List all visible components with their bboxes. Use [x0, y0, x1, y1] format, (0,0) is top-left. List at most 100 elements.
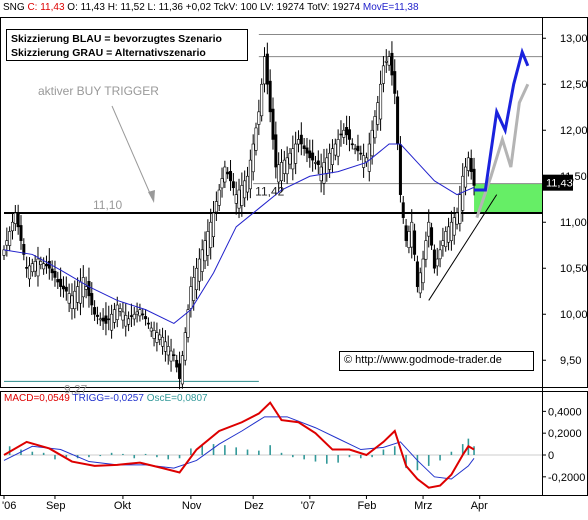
candle-body	[2, 249, 6, 256]
trigg-value: TRIGG=-0,0257	[72, 393, 144, 404]
candle-body	[195, 267, 199, 291]
candle-body	[350, 143, 354, 146]
candle-body	[279, 162, 283, 181]
candle-body	[146, 322, 150, 325]
candle-body	[260, 83, 264, 117]
candle-body	[42, 263, 46, 270]
candle-body	[212, 212, 216, 237]
legend-blue-scenario: Skizzierung BLAU = bevorzugtes Szenario	[11, 33, 222, 45]
candle-body	[299, 134, 303, 145]
candle-body	[347, 129, 351, 140]
candle-body	[271, 108, 275, 140]
candle-body	[84, 286, 88, 290]
macd-y-tick-label: -0,2000	[548, 472, 585, 484]
candle-body	[316, 160, 320, 166]
candle-body	[333, 143, 337, 156]
y-tick-label: 11,50	[560, 171, 587, 183]
candle-body	[427, 221, 431, 237]
x-tick-label: Okt	[114, 500, 131, 512]
candle-body	[118, 308, 122, 312]
osc-bar	[292, 455, 294, 458]
osc-bar	[212, 444, 215, 455]
osc-bar	[473, 446, 475, 455]
macd-value: MACD=0,0549	[4, 393, 70, 404]
osc-bar	[235, 447, 237, 455]
candle-body	[296, 139, 300, 145]
candle-body	[311, 152, 315, 161]
x-tick-label: Apr	[471, 500, 488, 512]
candle-body	[328, 152, 332, 170]
candle-body	[404, 225, 408, 241]
candle-body	[19, 225, 23, 241]
candle-body	[393, 71, 397, 94]
osc-bar	[122, 453, 124, 455]
candle-body	[33, 261, 37, 272]
osce-value: OscE=0,0807	[146, 393, 208, 404]
support-trendline	[428, 194, 498, 301]
candle-body	[449, 221, 453, 241]
candle-body	[189, 286, 193, 309]
osc-bar	[439, 455, 441, 461]
candle-body	[112, 309, 116, 323]
candle-body	[44, 263, 48, 267]
osc-bar	[314, 455, 317, 462]
candle-body	[268, 80, 272, 113]
osc-bar	[450, 451, 453, 455]
blue-scenario-line	[474, 47, 530, 192]
osc-bar	[190, 448, 192, 455]
candle-body	[175, 359, 179, 368]
candle-body	[243, 180, 247, 199]
candle-body	[53, 270, 57, 278]
osc-bar	[258, 450, 260, 455]
candle-body	[390, 52, 394, 76]
candle-body	[183, 332, 187, 361]
buy-trigger-label: aktiver BUY TRIGGER	[38, 84, 159, 98]
candle-body	[387, 56, 391, 66]
macd-header: MACD=0,0549 TRIGG=-0,0257 OscE=0,0807	[4, 393, 208, 404]
x-tick-label: Feb	[357, 500, 376, 512]
macd-y-tick-label: 0,2000	[548, 428, 582, 440]
candle-body	[27, 265, 31, 280]
x-tick-label: Mrz	[414, 500, 432, 512]
y-tick-label: 12,50	[560, 79, 588, 91]
candle-body	[257, 111, 261, 125]
candle-body	[73, 290, 77, 310]
candle-body	[246, 175, 250, 193]
candle-body	[364, 157, 368, 163]
x-tick-label: '06	[2, 500, 16, 512]
candle-body	[444, 231, 448, 248]
candle-body	[8, 231, 12, 246]
candle-body	[135, 311, 139, 315]
osc-bar	[99, 455, 102, 457]
candle-body	[285, 157, 289, 175]
candle-body	[455, 212, 459, 225]
osc-bar	[156, 455, 158, 458]
x-tick-label: Sep	[46, 500, 66, 512]
candle-body	[30, 263, 34, 273]
copyright-box: © http://www.godmode-trader.de	[339, 351, 534, 371]
candle-body	[13, 212, 17, 224]
candle-body	[274, 134, 278, 168]
candle-body	[141, 313, 145, 316]
candle-body	[76, 286, 80, 303]
osc-bar	[382, 449, 385, 455]
osc-bar	[405, 455, 407, 469]
high-level-label: 11,42	[255, 185, 284, 199]
candle-body	[180, 355, 184, 385]
osc-bar	[359, 455, 362, 459]
moving-average-value: MovE=11,38	[362, 2, 419, 13]
candle-body	[418, 272, 422, 294]
osc-bar	[65, 455, 68, 458]
candle-body	[240, 185, 244, 206]
candle-body	[435, 258, 439, 267]
candle-body	[367, 143, 371, 172]
candle-body	[466, 157, 470, 171]
candle-body	[220, 178, 224, 189]
candle-body	[61, 285, 65, 290]
osc-bar	[167, 455, 170, 460]
candle-body	[161, 336, 165, 347]
candle-body	[192, 277, 196, 301]
total-volume: TotV: 19274	[307, 2, 361, 13]
candle-body	[415, 261, 419, 287]
